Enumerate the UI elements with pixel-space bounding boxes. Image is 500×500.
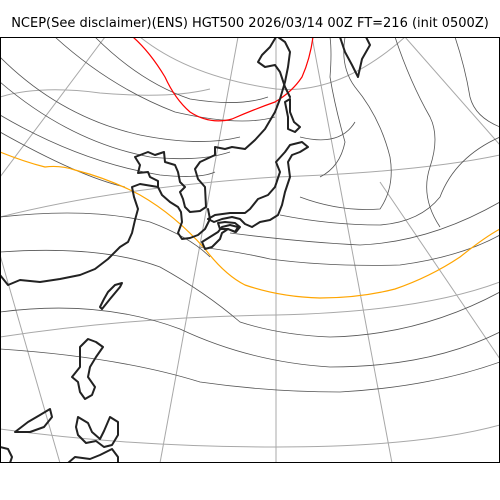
meridian-line [311, 37, 393, 463]
map-title: NCEP(See disclaimer)(ENS) HGT500 2026/03… [11, 16, 489, 31]
coastline-philippines-visayas [75, 416, 119, 448]
meridian-line [0, 254, 61, 463]
contour-line [0, 56, 241, 142]
coastline-sakhalin [257, 37, 291, 98]
contour-line [199, 234, 500, 266]
contour-line [94, 37, 269, 103]
contour-line [454, 37, 500, 128]
contour-line [229, 201, 500, 246]
coastlines [0, 37, 371, 463]
meridian-line [0, 37, 106, 178]
meridian-line [404, 37, 500, 146]
coastline-japan-shikoku [217, 221, 241, 233]
weather-map [0, 37, 500, 463]
contour-line [299, 121, 356, 141]
coastline-japan-hokkaido [284, 98, 301, 133]
contour-line [319, 37, 346, 178]
contour-line [0, 212, 211, 258]
coastline-philippines-luzon [71, 338, 104, 400]
latitude-line [0, 154, 500, 218]
coastline-korea-china [0, 37, 291, 286]
contour-line-red [132, 37, 314, 122]
coastline-borneo-edge [0, 446, 13, 463]
coastline-philippines-mindanao [67, 448, 119, 463]
meridian-line [379, 181, 500, 360]
contour-line [0, 249, 500, 338]
contour-line [0, 307, 500, 368]
contour-line-orange [0, 151, 500, 299]
coastline-japan-honshu [207, 141, 309, 228]
contour-line [279, 136, 500, 226]
coastline-taiwan [99, 282, 123, 310]
contour-line [54, 37, 276, 122]
coastline-palawan [14, 408, 53, 433]
contour-line [0, 81, 231, 160]
contour-line [394, 37, 441, 228]
coastline-kamchatka-kurils [339, 37, 371, 78]
latitude-line [139, 37, 406, 91]
latitude-line [0, 88, 211, 98]
coastline-korea-peninsula [157, 186, 211, 240]
meridian-line [159, 37, 239, 463]
contour-line [0, 348, 500, 393]
contour-line [299, 37, 392, 210]
latitude-line [0, 281, 500, 338]
latitude-line [0, 424, 500, 448]
